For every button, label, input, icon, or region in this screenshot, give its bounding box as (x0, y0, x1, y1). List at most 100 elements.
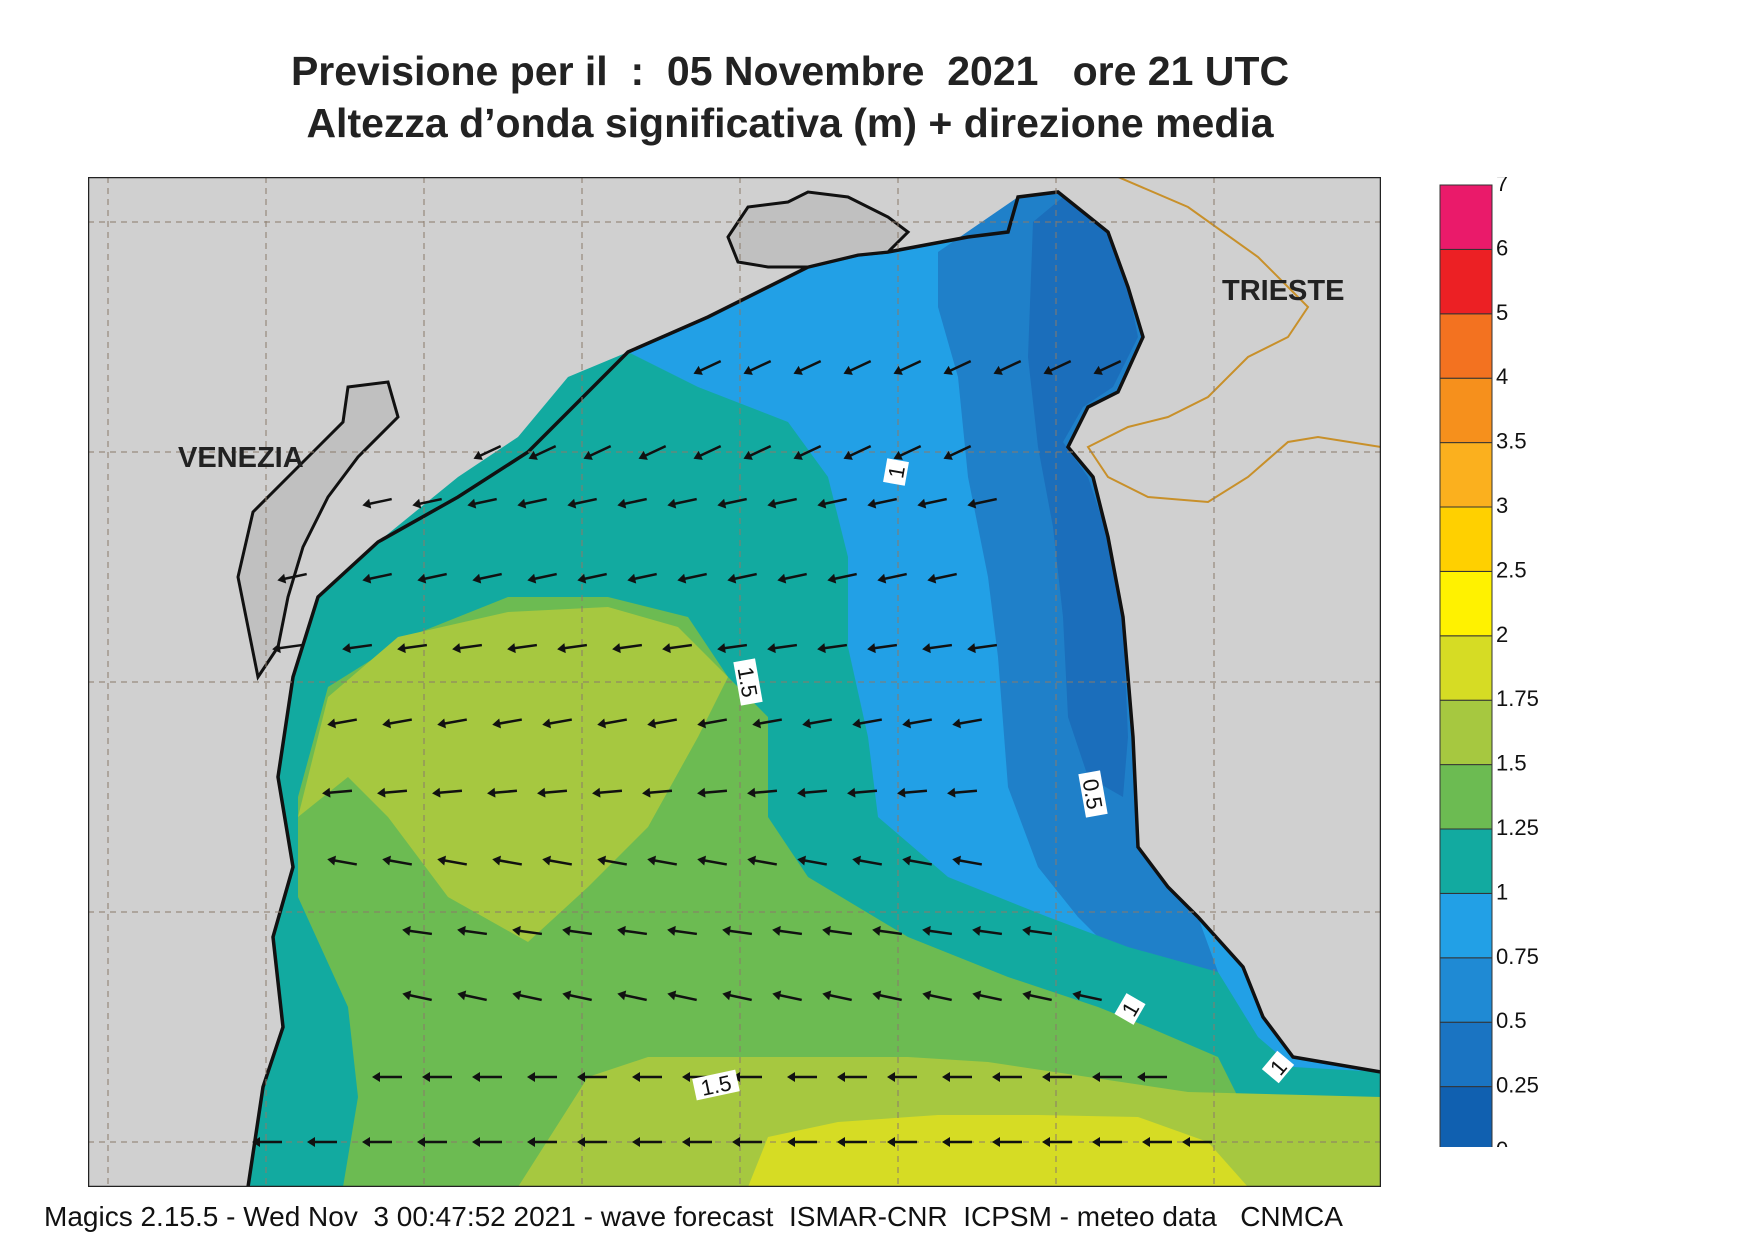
direction-arrow (527, 572, 557, 584)
direction-arrow (1142, 1137, 1172, 1147)
direction-arrow (772, 990, 802, 1002)
legend-swatch (1439, 764, 1493, 830)
direction-arrow (1022, 925, 1053, 936)
direction-arrow (252, 1137, 282, 1147)
venice-lagoon-islands (236, 380, 400, 681)
direction-arrow (507, 643, 538, 654)
direction-arrow (797, 787, 828, 798)
direction-arrow (837, 1072, 867, 1082)
direction-arrow (307, 1137, 337, 1147)
direction-arrow (472, 1072, 502, 1082)
direction-arrow (722, 990, 752, 1002)
legend-swatch (1439, 184, 1493, 250)
direction-arrow (902, 855, 933, 866)
color-legend: 0 0.25 0.5 0.75 1 1.25 1.5 1.75 2 2.5 3 3.5 4 5 6 7 (1439, 177, 1539, 1147)
direction-arrow (877, 572, 907, 584)
direction-arrow (972, 990, 1002, 1002)
direction-arrow (942, 1072, 972, 1082)
direction-arrow (922, 990, 952, 1002)
direction-arrow (467, 497, 497, 509)
coastline (246, 190, 1381, 1187)
direction-arrow (577, 1137, 607, 1147)
direction-arrow (492, 855, 523, 866)
direction-arrow (577, 572, 607, 584)
direction-arrow (537, 787, 568, 798)
direction-arrow (272, 643, 303, 654)
wave-direction-arrows (252, 359, 1212, 1147)
direction-arrow (627, 572, 657, 584)
direction-arrow (837, 1137, 867, 1147)
direction-arrow (777, 572, 807, 584)
direction-arrow (667, 990, 697, 1002)
direction-arrow (327, 718, 358, 729)
direction-arrow (827, 572, 857, 584)
direction-arrow (893, 359, 922, 375)
direction-arrow (747, 787, 778, 798)
direction-arrow (927, 572, 957, 584)
svg-text:1.5: 1.5 (733, 665, 763, 699)
direction-arrow (697, 787, 728, 798)
contour-label: 1.5 (733, 658, 763, 706)
lat-lon-grid (88, 177, 1381, 1187)
direction-arrow (852, 855, 883, 866)
direction-arrow (422, 1072, 452, 1082)
sea-zone-15-west (298, 607, 728, 942)
direction-arrow (952, 855, 983, 866)
legend-tick-label: 0 (1496, 1137, 1508, 1147)
direction-arrow (452, 643, 483, 654)
direction-arrow (562, 925, 593, 936)
legend-swatch (1439, 957, 1493, 1023)
direction-arrow (893, 444, 922, 460)
direction-arrow (793, 359, 822, 375)
direction-arrow (1092, 1072, 1122, 1082)
direction-arrow (843, 359, 872, 375)
direction-arrow (402, 925, 433, 936)
direction-arrow (787, 1137, 817, 1147)
direction-arrow (822, 990, 852, 1002)
direction-arrow (632, 1072, 662, 1082)
direction-arrow (967, 497, 997, 509)
direction-arrow (362, 572, 392, 584)
legend-tick-label: 1.75 (1496, 686, 1539, 711)
svg-text:1: 1 (883, 464, 910, 480)
legend-tick-label: 0.25 (1496, 1073, 1539, 1098)
direction-arrow (562, 990, 592, 1002)
direction-arrow (822, 925, 853, 936)
direction-arrow (527, 1137, 557, 1147)
direction-arrow (557, 643, 588, 654)
direction-arrow (693, 359, 722, 375)
legend-tick-label: 5 (1496, 300, 1508, 325)
direction-arrow (743, 444, 772, 460)
direction-arrow (667, 925, 698, 936)
legend-swatch (1439, 892, 1493, 959)
direction-arrow (767, 643, 798, 654)
direction-arrow (457, 925, 488, 936)
direction-arrow (967, 643, 998, 654)
direction-arrow (993, 359, 1022, 375)
legend-tick-label: 3.5 (1496, 429, 1527, 454)
sea-zone-175 (748, 1115, 1248, 1187)
direction-arrow (647, 855, 678, 866)
direction-arrow (567, 497, 597, 509)
map-frame (88, 177, 1381, 1187)
legend-swatch (1439, 506, 1493, 572)
direction-arrow (592, 787, 623, 798)
legend-tick-label: 1.5 (1496, 751, 1527, 776)
direction-arrow (952, 718, 983, 729)
contour-label: 1 (1114, 993, 1146, 1025)
direction-arrow (512, 990, 542, 1002)
direction-arrow (1022, 990, 1052, 1002)
direction-arrow (872, 990, 902, 1002)
direction-arrow (617, 497, 647, 509)
direction-arrow (382, 718, 413, 729)
direction-arrow (597, 718, 628, 729)
direction-arrow (527, 1072, 557, 1082)
direction-arrow (457, 990, 487, 1002)
direction-arrow (887, 1137, 917, 1147)
direction-arrow (647, 718, 678, 729)
direction-arrow (767, 497, 797, 509)
direction-arrow (432, 787, 463, 798)
svg-text:1.5: 1.5 (699, 1070, 734, 1101)
direction-arrow (487, 787, 518, 798)
direction-arrow (617, 925, 648, 936)
